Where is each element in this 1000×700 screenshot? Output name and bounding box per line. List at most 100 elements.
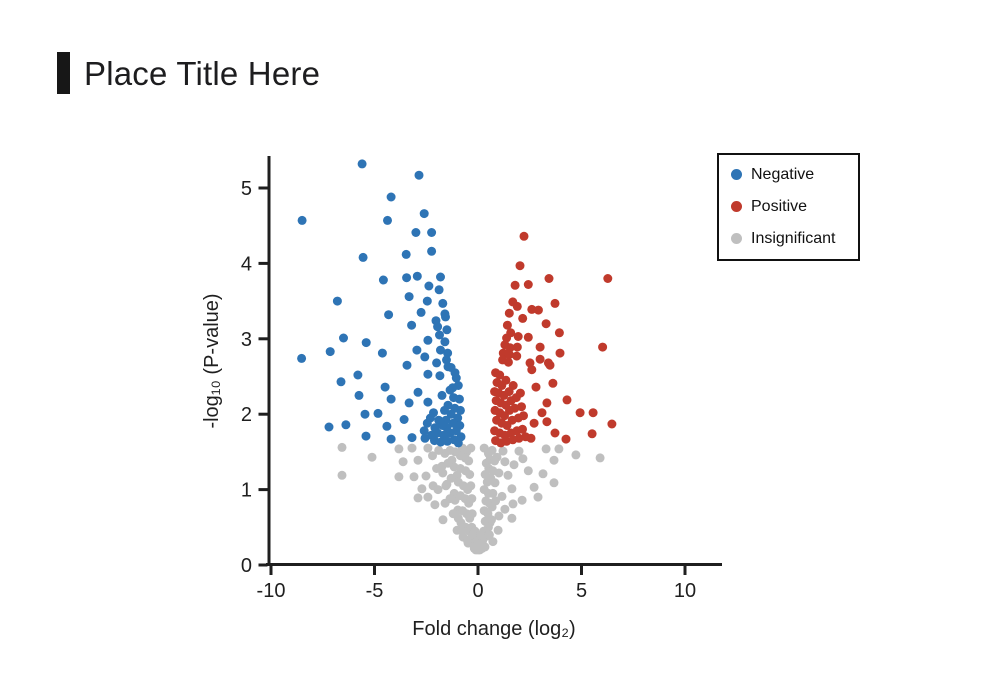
data-point (491, 496, 501, 506)
data-point (523, 332, 533, 342)
data-point (440, 337, 450, 347)
chart-header: Place Title Here (57, 52, 320, 94)
data-point (486, 473, 496, 483)
data-point (488, 488, 498, 498)
data-point (438, 515, 448, 525)
y-tick-label: 4 (241, 253, 252, 275)
data-point (507, 513, 517, 523)
data-point (502, 320, 512, 330)
data-point (424, 281, 434, 291)
data-point (527, 304, 537, 314)
data-point (531, 382, 541, 392)
data-point (484, 530, 494, 540)
data-point (529, 482, 539, 492)
data-point (429, 408, 438, 418)
data-point (521, 432, 531, 442)
data-point (386, 434, 396, 444)
data-point (541, 444, 551, 454)
data-point (442, 325, 452, 335)
data-point (422, 418, 432, 428)
data-point (517, 402, 526, 412)
data-point (416, 307, 426, 317)
data-point (438, 468, 448, 478)
data-point (336, 377, 346, 387)
data-point (423, 443, 433, 453)
data-point (420, 352, 430, 362)
data-point (367, 452, 377, 462)
data-point (441, 481, 451, 491)
data-point (373, 408, 383, 418)
data-point (554, 328, 564, 338)
data-point (544, 274, 554, 283)
data-point (404, 398, 414, 408)
data-point (500, 504, 510, 514)
data-point (517, 495, 527, 505)
x-tick-label: -10 (257, 580, 286, 602)
data-point (595, 453, 605, 463)
data-point (423, 369, 433, 379)
x-tick-label: 0 (472, 580, 483, 602)
legend-item-negative: Negative (731, 165, 846, 184)
data-point (476, 530, 485, 540)
data-point (455, 405, 465, 415)
data-point (378, 275, 388, 285)
data-point (550, 428, 560, 438)
data-point (325, 347, 335, 357)
data-point (523, 466, 533, 476)
data-point (436, 345, 445, 355)
data-point (554, 444, 564, 454)
data-point (515, 388, 525, 398)
data-point (339, 333, 348, 343)
data-point (360, 409, 370, 419)
data-point (423, 397, 433, 407)
data-point (421, 471, 431, 481)
series-insignificant (337, 442, 605, 555)
legend-item-insignificant: Insignificant (731, 229, 846, 248)
data-point (437, 390, 447, 400)
data-point (454, 394, 464, 404)
y-tick-label: 0 (241, 555, 252, 577)
data-point (505, 343, 515, 353)
data-point (519, 231, 529, 241)
data-point (428, 451, 437, 461)
data-point (434, 445, 444, 455)
y-tick-label: 5 (241, 178, 252, 200)
data-point (411, 228, 421, 237)
legend-item-positive: Positive (731, 197, 846, 216)
data-point (413, 387, 423, 397)
data-point (487, 445, 497, 455)
data-point (427, 228, 437, 237)
data-point (332, 296, 342, 306)
legend-label: Positive (751, 198, 808, 216)
x-axis-title: Fold change (log₂) (412, 618, 575, 640)
data-point (337, 470, 347, 480)
data-point (404, 292, 414, 302)
data-point (430, 436, 439, 446)
data-point (407, 443, 417, 453)
data-point (598, 342, 608, 352)
data-point (509, 460, 519, 470)
data-point (384, 310, 394, 320)
data-point (413, 493, 423, 503)
data-point (549, 455, 559, 465)
data-point (423, 492, 433, 502)
data-point (542, 398, 552, 408)
data-point (445, 494, 455, 504)
data-point (401, 249, 411, 259)
data-point (523, 280, 533, 289)
data-point (386, 394, 396, 404)
data-point (353, 370, 363, 380)
data-point (510, 403, 520, 413)
data-point (545, 360, 555, 370)
data-point (518, 424, 527, 434)
data-point (525, 358, 535, 368)
x-tick-label: -5 (366, 580, 384, 602)
data-point (448, 383, 458, 393)
legend-label: Negative (751, 166, 815, 183)
data-point (607, 419, 617, 429)
data-point (494, 511, 504, 521)
data-point (495, 370, 505, 380)
data-point (442, 436, 452, 446)
data-point (412, 345, 422, 355)
data-point (354, 390, 364, 400)
